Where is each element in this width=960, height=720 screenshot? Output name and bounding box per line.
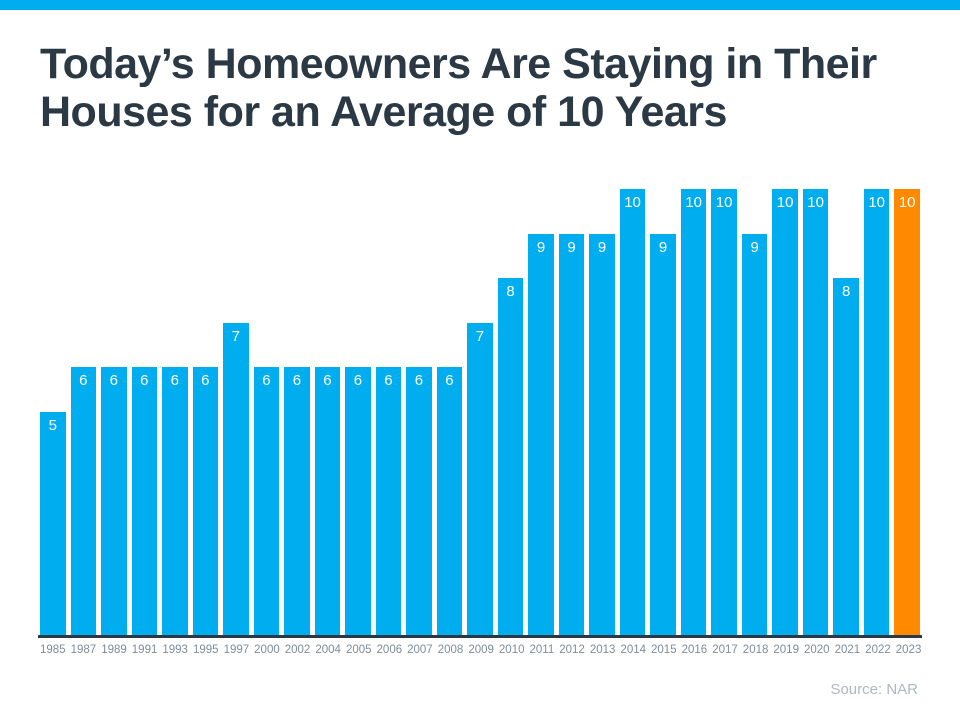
bar-value-label: 6	[140, 372, 149, 390]
bar-value-label: 6	[323, 372, 332, 390]
x-axis-label-2013: 2013	[589, 644, 616, 656]
bar-value-label: 9	[597, 238, 607, 256]
page-title: Today’s Homeowners Are Staying in Their …	[40, 40, 920, 136]
bar-2023: 10	[894, 189, 920, 635]
source-note: Source: NAR	[830, 681, 918, 698]
bar-value-label: 10	[685, 194, 702, 211]
x-axis-label-1985: 1985	[40, 644, 66, 656]
bar-2009: 7	[467, 322, 493, 635]
bar-value-label: 6	[445, 372, 454, 390]
bar-value-label: 6	[201, 372, 210, 390]
x-axis-label-2009: 2009	[468, 644, 494, 656]
x-axis-label-2016: 2016	[681, 644, 708, 656]
bar-1985: 5	[40, 412, 66, 635]
bar-2004: 6	[314, 367, 341, 635]
x-axis-label-2017: 2017	[712, 644, 738, 656]
bar-2010: 8	[497, 278, 524, 635]
x-axis-label-2012: 2012	[559, 644, 585, 656]
bar-2012: 9	[558, 233, 585, 635]
bar-value-label: 6	[292, 372, 302, 390]
bar-value-label: 10	[868, 194, 886, 211]
x-axis-label-1991: 1991	[131, 644, 158, 656]
page-title-line-1: Today’s Homeowners Are Staying in Their	[40, 40, 877, 88]
bar-2006: 6	[375, 367, 402, 635]
bar-2000: 6	[253, 367, 280, 635]
x-axis-label-1995: 1995	[192, 644, 219, 656]
bar-2013: 9	[589, 233, 615, 635]
bar-2002: 6	[284, 367, 310, 635]
x-axis-label-1987: 1987	[70, 644, 97, 656]
bar-1997: 7	[223, 322, 249, 635]
bar-1995: 6	[192, 367, 219, 635]
bar-value-label: 6	[262, 372, 271, 390]
bar-1987: 6	[70, 367, 97, 635]
bar-1989: 6	[101, 367, 127, 635]
bar-2021: 8	[833, 278, 859, 635]
bar-value-label: 6	[414, 372, 424, 390]
bar-value-label: 7	[231, 327, 241, 345]
bar-value-label: 9	[567, 238, 576, 256]
bar-2007: 6	[406, 367, 432, 635]
bar-value-label: 9	[750, 238, 759, 256]
top-accent-bar	[0, 0, 960, 10]
bar-value-label: 7	[475, 327, 485, 345]
x-axis-labels: 1985 1987 1989 1991 1993 1995 1997 2000 2002 2004…	[40, 644, 922, 656]
x-axis-label-2006: 2006	[376, 644, 403, 656]
bar-value-label: 6	[109, 372, 118, 390]
bar-value-label: 6	[353, 372, 363, 390]
bar-1993: 6	[162, 367, 188, 635]
bar-2020: 10	[802, 189, 829, 635]
bar-value-label: 10	[898, 194, 916, 211]
bar-value-label: 6	[170, 372, 179, 390]
x-axis-label-2011: 2011	[529, 644, 555, 656]
x-axis-label-2019: 2019	[773, 644, 799, 656]
bar-value-label: 5	[48, 417, 57, 434]
bar-value-label: 10	[624, 194, 641, 211]
x-axis-label-2005: 2005	[345, 644, 372, 656]
x-axis-label-2015: 2015	[651, 644, 677, 656]
x-axis-label-2014: 2014	[620, 644, 647, 656]
x-axis-label-2008: 2008	[437, 644, 464, 656]
bar-2018: 9	[741, 233, 768, 635]
bar-value-label: 10	[807, 194, 824, 211]
x-axis-label-2021: 2021	[834, 644, 861, 656]
bar-2014: 10	[619, 189, 646, 635]
bar-2008: 6	[436, 367, 463, 635]
x-axis-label-2010: 2010	[498, 644, 525, 656]
bar-value-label: 6	[384, 372, 393, 390]
x-axis-label-1997: 1997	[223, 644, 250, 656]
x-axis-label-1993: 1993	[162, 644, 188, 656]
bar-value-label: 9	[536, 238, 546, 256]
bar-value-label: 6	[79, 372, 88, 390]
bar-1991: 6	[131, 367, 158, 635]
x-axis-label-2002: 2002	[284, 644, 311, 656]
x-axis-label-2018: 2018	[742, 644, 769, 656]
x-axis-label-2022: 2022	[865, 644, 891, 656]
bar-value-label: 10	[776, 194, 794, 211]
bar-value-label: 10	[715, 194, 733, 211]
bar-2005: 6	[345, 367, 371, 635]
bar-2015: 9	[650, 233, 676, 635]
x-axis-label-2000: 2000	[254, 644, 280, 656]
bar-2016: 10	[680, 189, 707, 635]
bar-2017: 10	[711, 189, 737, 635]
x-axis-label-2007: 2007	[407, 644, 433, 656]
bar-2011: 9	[528, 233, 554, 635]
bar-2019: 10	[772, 189, 798, 635]
x-axis-line	[38, 635, 922, 638]
bar-value-label: 8	[506, 283, 515, 301]
bar-chart: 5 6 6 6 6 6 7 6 6 6 6 6 6 6 7 8 9 9 9 10 9 10 10 9 10 10 8 10 10	[40, 188, 920, 635]
bar-2022: 10	[863, 189, 890, 635]
x-axis-label-2023: 2023	[895, 644, 922, 656]
page-title-line-2: Houses for an Average of 10 Years	[40, 88, 727, 136]
x-axis-label-1989: 1989	[101, 644, 127, 656]
x-axis-label-2020: 2020	[803, 644, 830, 656]
bar-value-label: 8	[841, 283, 851, 301]
bar-value-label: 9	[658, 238, 668, 256]
x-axis-label-2004: 2004	[315, 644, 341, 656]
